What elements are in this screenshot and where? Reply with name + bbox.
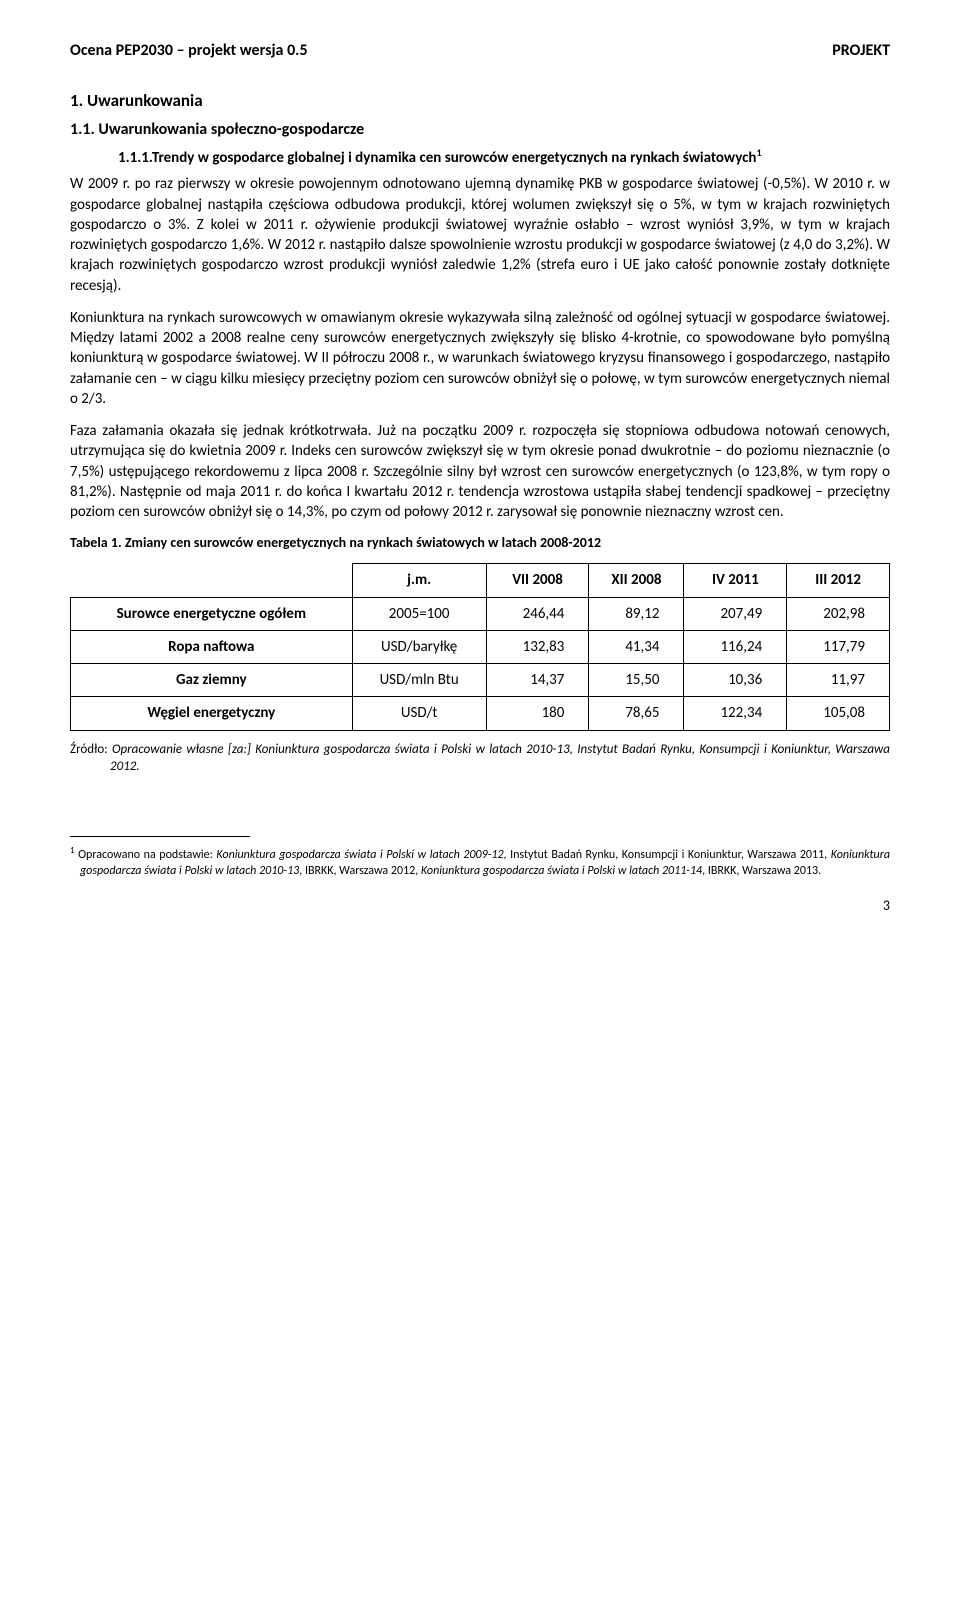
source-text: Opracowanie własne [za:] Koniunktura gos… [110,742,890,775]
row-val: 202,98 [787,597,890,630]
row-val: 41,34 [589,630,684,663]
row-val: 180 [486,697,589,730]
table-header-row: j.m. VII 2008 XII 2008 IV 2011 III 2012 [71,564,890,597]
row-val: 246,44 [486,597,589,630]
table-header-jm: j.m. [352,564,486,597]
row-unit: USD/t [352,697,486,730]
row-label: Gaz ziemny [71,664,353,697]
table-header-col4: III 2012 [787,564,890,597]
footnote-rule [70,836,250,837]
footnote-1: 1 Opracowano na podstawie: Koniunktura g… [70,845,890,879]
row-unit: USD/mln Btu [352,664,486,697]
row-val: 122,34 [684,697,787,730]
row-label: Węgiel energetyczny [71,697,353,730]
row-val: 10,36 [684,664,787,697]
table-row: Surowce energetyczne ogółem 2005=100 246… [71,597,890,630]
header-right: PROJEKT [832,40,890,62]
table-header-col2: XII 2008 [589,564,684,597]
footnote-ref: 1 [756,146,761,159]
paragraph-2: Koniunktura na rynkach surowcowych w oma… [70,308,890,409]
row-val: 117,79 [787,630,890,663]
source-lead: Źródło: [70,742,112,757]
footnote-italic-3: Koniunktura gospodarcza świata i Polski … [421,864,702,878]
row-val: 132,83 [486,630,589,663]
price-table: j.m. VII 2008 XII 2008 IV 2011 III 2012 … [70,563,890,730]
page-header: Ocena PEP2030 – projekt wersja 0.5 PROJE… [70,40,890,62]
heading-number: 1.1.1. [118,149,152,167]
page-number: 3 [70,897,890,916]
row-val: 89,12 [589,597,684,630]
heading-1-1: 1.1. Uwarunkowania społeczno-gospodarcze [70,119,890,141]
row-val: 105,08 [787,697,890,730]
footnote-pre: Opracowano na podstawie: [75,848,217,862]
footnote-end: , IBRKK, Warszawa 2013. [702,864,821,878]
heading-1: 1. Uwarunkowania [70,90,890,113]
row-val: 11,97 [787,664,890,697]
row-val: 15,50 [589,664,684,697]
row-unit: 2005=100 [352,597,486,630]
paragraph-3: Faza załamania okazała się jednak krótko… [70,421,890,522]
table-row: Węgiel energetyczny USD/t 180 78,65 122,… [71,697,890,730]
table-row: Gaz ziemny USD/mln Btu 14,37 15,50 10,36… [71,664,890,697]
table-header-col1: VII 2008 [486,564,589,597]
heading-text: Trendy w gospodarce globalnej i dynamika… [152,149,757,167]
row-val: 207,49 [684,597,787,630]
row-val: 78,65 [589,697,684,730]
paragraph-1: W 2009 r. po raz pierwszy w okresie powo… [70,174,890,296]
row-unit: USD/baryłkę [352,630,486,663]
row-val: 116,24 [684,630,787,663]
heading-1-1-1: 1.1.1.Trendy w gospodarce globalnej i dy… [118,146,890,168]
row-label: Ropa naftowa [71,630,353,663]
table-header-col3: IV 2011 [684,564,787,597]
footnote-mid2: , IBRKK, Warszawa 2012, [299,864,421,878]
table-caption: Tabela 1. Zmiany cen surowców energetycz… [70,534,890,553]
table-row: Ropa naftowa USD/baryłkę 132,83 41,34 11… [71,630,890,663]
row-val: 14,37 [486,664,589,697]
footnote-italic-1: Koniunktura gospodarcza świata i Polski … [216,848,503,862]
row-label: Surowce energetyczne ogółem [71,597,353,630]
table-source: Źródło: Opracowanie własne [za:] Koniunk… [70,741,890,776]
header-left: Ocena PEP2030 – projekt wersja 0.5 [70,40,308,62]
footnote-mid1: , Instytut Badań Rynku, Konsumpcji i Kon… [504,848,831,862]
table-header-blank [71,564,353,597]
